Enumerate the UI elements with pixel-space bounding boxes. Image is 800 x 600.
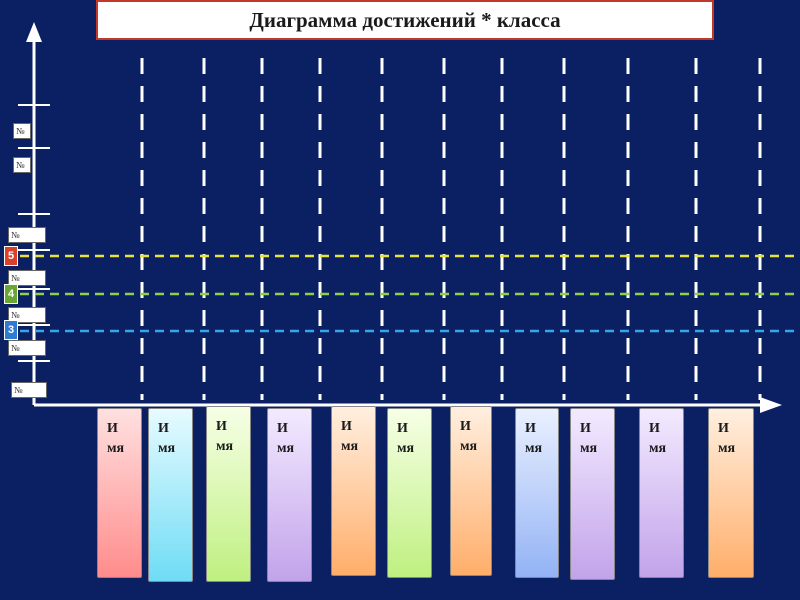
title-text: Диаграмма достижений * класса	[249, 7, 561, 32]
student-name-card: И мя	[570, 408, 615, 580]
student-name-label: И мя	[216, 419, 234, 454]
student-name-label: И мя	[525, 421, 543, 456]
student-name-card: И мя	[387, 408, 432, 578]
student-name-card: И мя	[267, 408, 312, 582]
tick-label: №	[8, 270, 46, 286]
student-name-card: И мя	[331, 406, 376, 576]
student-name-card: И мя	[148, 408, 193, 582]
student-name-card: И мя	[639, 408, 684, 578]
tick-label: №	[8, 227, 46, 243]
student-name-label: И мя	[580, 421, 598, 456]
y-axis-arrow	[26, 22, 42, 42]
student-name-label: И мя	[341, 419, 359, 454]
student-name-card: И мя	[515, 408, 559, 578]
tick-label: №	[11, 382, 47, 398]
tick-label: №	[8, 340, 46, 356]
page-title: Диаграмма достижений * класса	[96, 0, 714, 40]
student-name-label: И мя	[460, 419, 478, 454]
grade-badge-4: 4	[4, 284, 18, 304]
student-name-card: И мя	[206, 406, 251, 582]
student-name-card: И мя	[450, 406, 492, 576]
tick-label: №	[13, 123, 31, 139]
tick-label: №	[8, 307, 46, 323]
grade-badge-3: 3	[4, 320, 18, 340]
student-name-label: И мя	[107, 421, 125, 456]
student-name-label: И мя	[397, 421, 415, 456]
student-name-label: И мя	[649, 421, 667, 456]
student-name-label: И мя	[277, 421, 295, 456]
student-name-label: И мя	[718, 421, 736, 456]
student-name-card: И мя	[97, 408, 142, 578]
student-name-card: И мя	[708, 408, 754, 578]
tick-label: №	[13, 157, 31, 173]
x-axis-arrow	[760, 397, 782, 413]
grade-badge-5: 5	[4, 246, 18, 266]
student-name-label: И мя	[158, 421, 176, 456]
